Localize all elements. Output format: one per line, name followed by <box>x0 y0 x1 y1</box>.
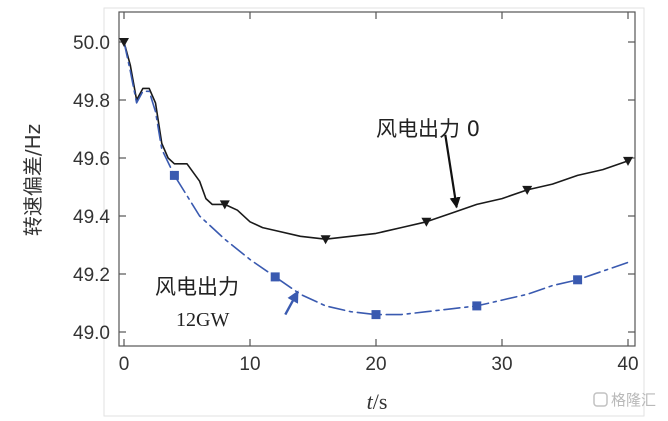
marker-layer <box>119 38 633 320</box>
x-axis-label: t/s <box>367 389 388 414</box>
series-marker-square <box>573 275 583 285</box>
watermark: 格隆汇 <box>593 391 656 409</box>
series-marker-triangle <box>219 200 230 210</box>
series-line-wind-12gw <box>123 41 629 316</box>
x-tick-label: 40 <box>617 354 638 375</box>
y-tick-label: 49.8 <box>73 91 110 112</box>
series-layer <box>123 41 629 316</box>
x-tick-label: 0 <box>119 354 130 375</box>
annotation-wind-12gw-line2: 12GW <box>176 309 229 331</box>
y-axis-label: 转速偏差/Hz <box>21 124 45 236</box>
y-tick-label: 50.0 <box>73 33 110 54</box>
series-marker-square <box>472 301 482 311</box>
series-line-wind-0 <box>123 41 629 240</box>
watermark-text: 格隆汇 <box>611 391 656 409</box>
x-axis-label-var: t <box>367 389 374 414</box>
x-tick-label: 10 <box>239 354 260 375</box>
x-tick-label: 20 <box>365 354 386 375</box>
plot-area <box>118 11 636 347</box>
series-marker-triangle <box>522 185 533 195</box>
series-marker-triangle <box>421 217 432 227</box>
annotation-wind-12gw-line1: 风电出力 <box>155 275 239 299</box>
series-marker-triangle <box>320 235 331 245</box>
x-tick-label: 30 <box>491 354 512 375</box>
series-marker-triangle <box>623 156 633 166</box>
x-axis-label-unit: /s <box>373 389 388 414</box>
series-marker-triangle <box>119 38 129 47</box>
y-tick-label: 49.6 <box>73 149 110 170</box>
y-tick-label: 49.4 <box>73 207 110 228</box>
y-tick-label: 49.0 <box>73 323 110 344</box>
y-tick-label: 49.2 <box>73 265 110 286</box>
series-marker-square <box>371 310 381 320</box>
series-marker-square <box>270 272 280 282</box>
annotation-wind-0: 风电出力 0 <box>376 117 480 141</box>
x-axis-ticks: 0 10 20 30 40 <box>119 12 639 375</box>
y-axis-ticks: 49.0 49.2 49.4 49.6 49.8 50.0 <box>73 33 635 344</box>
series-marker-square <box>169 170 179 180</box>
annotation-arrow-wind-12gw <box>284 290 299 316</box>
annotation-arrow-wind-0 <box>444 134 461 209</box>
watermark-logo-icon <box>593 392 608 407</box>
